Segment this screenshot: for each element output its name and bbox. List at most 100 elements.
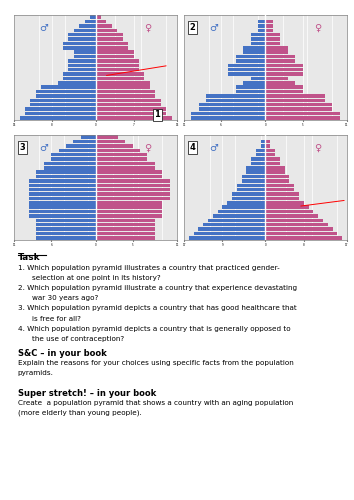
Bar — [266, 210, 313, 214]
Bar — [266, 68, 303, 71]
Bar — [206, 98, 266, 102]
Bar — [199, 228, 266, 231]
Bar — [96, 81, 150, 84]
Bar — [96, 136, 118, 139]
Bar — [266, 188, 294, 192]
Bar — [19, 116, 96, 119]
Bar — [66, 144, 96, 148]
Bar — [251, 42, 266, 45]
Bar — [236, 55, 266, 58]
Bar — [266, 108, 332, 111]
Bar — [218, 210, 266, 214]
Bar — [96, 175, 162, 178]
Bar — [68, 38, 96, 41]
Bar — [96, 90, 155, 94]
Bar — [36, 218, 96, 222]
Bar — [206, 94, 266, 98]
Bar — [266, 50, 288, 54]
Bar — [96, 103, 161, 106]
Bar — [96, 55, 133, 58]
Bar — [208, 218, 266, 222]
Bar — [266, 179, 290, 182]
Bar — [74, 50, 96, 54]
Bar — [96, 72, 144, 76]
Bar — [266, 46, 288, 50]
Bar — [266, 55, 295, 58]
Bar — [96, 24, 112, 28]
Bar — [79, 24, 96, 28]
Bar — [258, 24, 266, 28]
Bar — [266, 76, 288, 80]
Text: ♂: ♂ — [209, 22, 218, 32]
Bar — [261, 144, 266, 148]
Bar — [96, 50, 133, 54]
Text: selection at one point in its history?: selection at one point in its history? — [32, 275, 161, 281]
Bar — [51, 158, 96, 161]
Bar — [96, 184, 170, 187]
Bar — [266, 166, 285, 170]
Bar — [266, 218, 323, 222]
Bar — [96, 228, 155, 231]
Bar — [266, 214, 318, 218]
Bar — [96, 218, 155, 222]
Bar — [266, 90, 303, 94]
Bar — [96, 64, 139, 67]
Bar — [81, 136, 96, 139]
Text: 2. Which population pyramid illustrate a country that experience devastating: 2. Which population pyramid illustrate a… — [18, 285, 297, 291]
Bar — [96, 108, 166, 111]
Bar — [36, 232, 96, 235]
Bar — [36, 94, 96, 98]
Bar — [25, 112, 96, 115]
Bar — [96, 214, 162, 218]
Bar — [51, 153, 96, 156]
Bar — [25, 108, 96, 111]
Bar — [96, 86, 150, 89]
Bar — [266, 158, 280, 161]
Text: S&C – in your book: S&C – in your book — [18, 350, 107, 358]
Text: pyramids.: pyramids. — [18, 370, 53, 376]
Text: ♂: ♂ — [209, 142, 218, 152]
Text: ♀: ♀ — [144, 142, 151, 152]
Bar — [74, 28, 96, 32]
Bar — [96, 153, 147, 156]
Bar — [85, 20, 96, 24]
Bar — [251, 76, 266, 80]
Text: 1. Which population pyramid illustrates a country that practiced gender-: 1. Which population pyramid illustrates … — [18, 264, 279, 270]
Bar — [96, 144, 133, 148]
Bar — [44, 166, 96, 170]
Text: ♂: ♂ — [39, 142, 48, 152]
Bar — [96, 140, 125, 143]
Text: ♀: ♀ — [314, 142, 321, 152]
Bar — [266, 94, 325, 98]
Bar — [63, 42, 96, 45]
Bar — [266, 38, 280, 41]
Text: the use of contraception?: the use of contraception? — [32, 336, 124, 342]
Text: Explain the reasons for your choices using specific facts from the population: Explain the reasons for your choices usi… — [18, 360, 293, 366]
Bar — [96, 16, 101, 19]
Bar — [266, 228, 332, 231]
Bar — [199, 103, 266, 106]
Bar — [213, 214, 266, 218]
Bar — [256, 153, 266, 156]
Text: ♀: ♀ — [144, 22, 151, 32]
Bar — [266, 28, 273, 32]
Bar — [29, 188, 96, 192]
Text: Task: Task — [18, 252, 40, 262]
Bar — [266, 140, 270, 143]
Bar — [41, 86, 96, 89]
Bar — [266, 175, 290, 178]
Bar — [96, 98, 161, 102]
Bar — [266, 33, 280, 36]
Bar — [266, 206, 309, 209]
Text: Super stretch! – in your book: Super stretch! – in your book — [18, 389, 156, 398]
Text: 4. Which population pyramid depicts a country that is generally opposed to: 4. Which population pyramid depicts a co… — [18, 326, 290, 332]
Bar — [29, 206, 96, 209]
Bar — [266, 144, 270, 148]
Bar — [96, 166, 155, 170]
Bar — [251, 38, 266, 41]
Bar — [96, 179, 170, 182]
Bar — [266, 192, 299, 196]
Bar — [266, 64, 303, 67]
Bar — [96, 33, 123, 36]
Bar — [228, 64, 266, 67]
